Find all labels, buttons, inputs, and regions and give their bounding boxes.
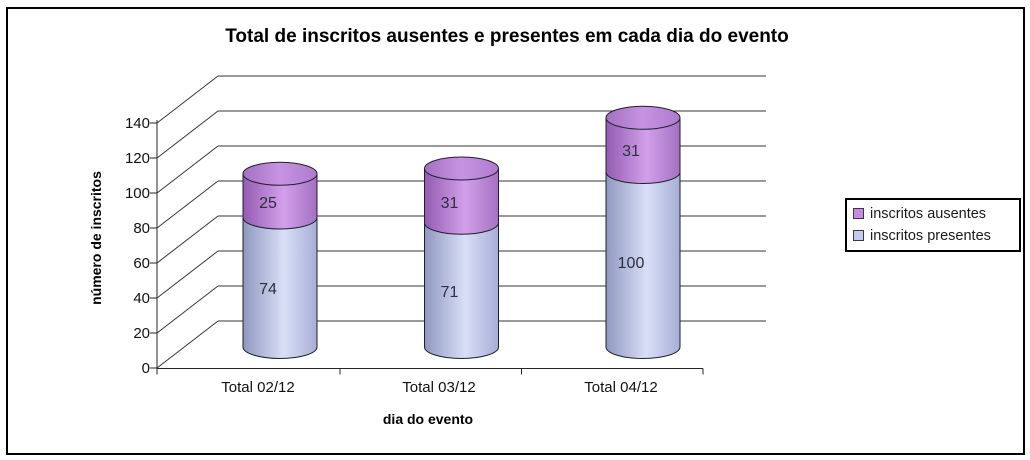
bar2-ausentes-segment: [424, 168, 499, 235]
bar2-top-ellipse: [424, 156, 499, 181]
depth-diagonals: [156, 75, 219, 369]
label-bar3-presentes: 100: [618, 255, 645, 272]
data-labels: 25 74 31 71 31 100: [259, 143, 644, 301]
bar-total-04-12: [605, 105, 681, 359]
label-bar1-presentes: 74: [259, 281, 277, 298]
y-tick-label: 0: [142, 360, 150, 377]
x-tick-labels: Total 02/12 Total 03/12 Total 04/12: [221, 379, 657, 396]
label-bar3-ausentes: 31: [622, 143, 640, 160]
x-tick-label: Total 02/12: [221, 379, 294, 396]
x-axis-title: dia do evento: [383, 411, 473, 427]
y-tick-labels: 0 20 40 60 80 100 120 140: [125, 115, 150, 377]
bar-total-02-12: [242, 161, 318, 359]
bar1-top-ellipse: [242, 161, 318, 186]
legend-label-ausentes: inscritos ausentes: [870, 206, 987, 222]
y-tick-label: 100: [125, 185, 150, 202]
x-tick-label: Total 04/12: [584, 379, 657, 396]
legend-swatch-ausentes-icon: [853, 208, 864, 220]
x-tick-label: Total 03/12: [402, 379, 475, 396]
bar3-ausentes-segment: [605, 117, 681, 184]
y-tick-label: 120: [125, 150, 150, 167]
y-tick-label: 40: [133, 290, 150, 307]
bar2-presentes-segment: [424, 222, 499, 359]
chart-legend: inscritos ausentes inscritos presentes: [845, 198, 1021, 252]
legend-label-presentes: inscritos presentes: [870, 227, 991, 244]
label-bar2-ausentes: 31: [441, 195, 459, 212]
y-tick-label: 60: [133, 255, 150, 272]
bar3-presentes-segment: [605, 172, 681, 359]
axes: [150, 120, 704, 375]
y-tick-label: 140: [125, 115, 150, 132]
legend-item-presentes: inscritos presentes: [853, 227, 1019, 244]
y-tick-label: 80: [133, 220, 150, 237]
bar1-ausentes-segment: [242, 173, 318, 230]
legend-swatch-presentes-icon: [853, 229, 864, 241]
label-bar1-ausentes: 25: [259, 195, 277, 212]
chart-title: Total de inscritos ausentes e presentes …: [225, 26, 789, 47]
y-axis-title: número de inscritos: [88, 171, 104, 305]
y-tick-label: 20: [133, 325, 150, 342]
legend-item-ausentes: inscritos ausentes: [853, 207, 1019, 222]
bar3-top-ellipse: [605, 105, 681, 130]
bar1-presentes-segment: [242, 217, 318, 359]
bar-total-03-12: [424, 156, 499, 359]
label-bar2-presentes: 71: [441, 284, 459, 301]
